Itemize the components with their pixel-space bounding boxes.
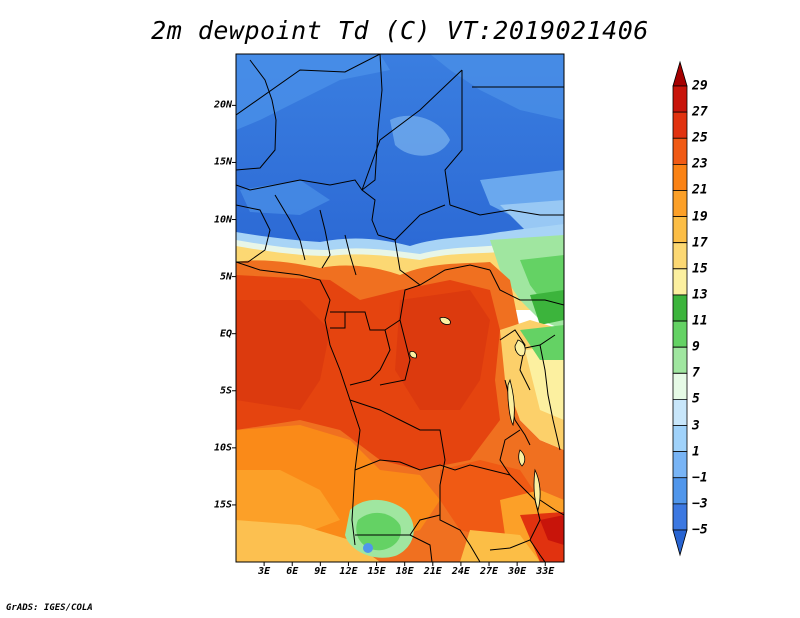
lon-label: 21E <box>423 566 442 577</box>
colorbar-label: 9 <box>692 339 700 355</box>
colorbar-segment <box>672 242 688 270</box>
colorbar-label: 7 <box>692 365 700 381</box>
country-borders <box>236 54 564 562</box>
lon-label: 30E <box>508 566 527 577</box>
colorbar-segment <box>672 268 688 296</box>
grads-credit: GrADS: IGES/COLA <box>6 603 93 613</box>
colorbar-segment <box>672 163 688 191</box>
colorbar-label: 21 <box>692 182 708 198</box>
dewpoint-field <box>236 54 564 562</box>
colorbar-label: 13 <box>692 287 708 303</box>
colorbar-label: 17 <box>692 235 708 251</box>
colorbar-segment <box>672 111 688 139</box>
colorbar-segment <box>672 399 688 426</box>
lon-label: 3E <box>258 566 271 577</box>
lon-label: 33E <box>536 566 555 577</box>
colorbar-segment <box>672 190 688 217</box>
colorbar-segment <box>672 372 688 400</box>
colorbar-segment <box>672 346 688 374</box>
lon-label: 27E <box>479 566 499 577</box>
colorbar-label: −5 <box>692 522 708 538</box>
colorbar-label: 23 <box>692 156 708 172</box>
lat-label: 10S <box>213 442 232 454</box>
lon-label: 12E <box>339 566 358 577</box>
colorbar <box>672 60 688 557</box>
lat-label: EQ <box>219 328 232 340</box>
lon-label: 9E <box>314 566 327 577</box>
lakes <box>409 317 541 512</box>
lon-label: 18E <box>395 566 414 577</box>
colorbar-segment <box>672 529 688 557</box>
colorbar-segment <box>672 425 688 453</box>
map-title: 2m dewpoint Td (C) VT:2019021406 <box>151 16 649 45</box>
colorbar-segment <box>672 60 688 87</box>
colorbar-label: −3 <box>692 496 708 512</box>
lon-label: 6E <box>286 566 299 577</box>
colorbar-segment <box>672 137 688 165</box>
colorbar-label: 5 <box>692 391 700 407</box>
lat-label: 15N <box>213 156 232 168</box>
colorbar-label: 25 <box>692 130 708 146</box>
lat-label: 5S <box>219 385 232 397</box>
colorbar-label: 29 <box>692 78 708 94</box>
colorbar-label: 27 <box>692 104 708 120</box>
lat-label: 10N <box>213 214 232 226</box>
colorbar-label: 11 <box>692 313 708 329</box>
lon-label: 24E <box>451 566 470 577</box>
lat-label: 5N <box>219 271 232 283</box>
map-frame <box>235 53 565 563</box>
colorbar-segment <box>672 451 688 479</box>
colorbar-label: 3 <box>692 418 700 434</box>
colorbar-label: 1 <box>692 444 700 460</box>
colorbar-segment <box>672 85 688 113</box>
colorbar-segment <box>672 477 688 505</box>
colorbar-segment <box>672 216 688 244</box>
colorbar-label: 19 <box>692 209 708 225</box>
lat-label: 15S <box>213 499 232 511</box>
colorbar-label: −1 <box>692 470 708 486</box>
colorbar-label: 15 <box>692 261 708 277</box>
colorbar-segment <box>672 503 688 531</box>
lon-label: 15E <box>367 566 386 577</box>
colorbar-segment <box>672 294 688 322</box>
lat-label: 20N <box>213 99 232 111</box>
colorbar-segment <box>672 320 688 348</box>
